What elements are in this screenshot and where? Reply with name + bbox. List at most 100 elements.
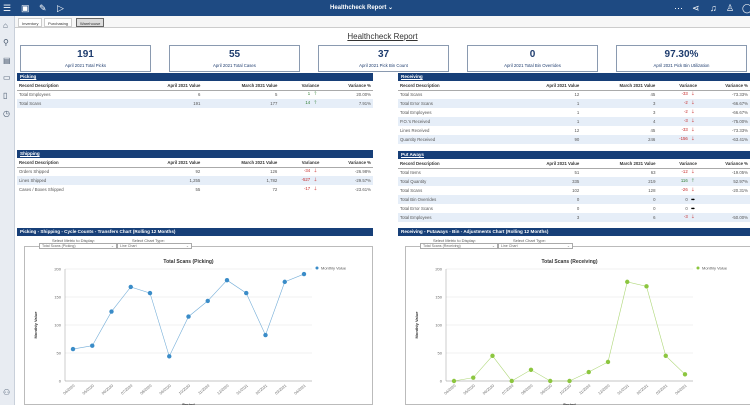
- data-point: [663, 353, 668, 358]
- table-row: Total Items 51 63 -12 🡓 -19.05%: [398, 168, 750, 177]
- march-value: 6: [581, 213, 658, 222]
- run-icon[interactable]: ▷: [57, 3, 64, 13]
- april-value: 12: [574, 92, 580, 98]
- kpi-value: 191: [77, 49, 94, 60]
- data-point: [528, 367, 534, 372]
- data-point: [548, 378, 553, 384]
- folder-icon[interactable]: ▭: [3, 73, 11, 82]
- table-row: P.O.'s Received 1 4 -3 🡓 -75.00%: [398, 117, 750, 126]
- x-tick-label: 02/2021: [636, 384, 649, 396]
- section-picking: Picking Record Description April 2021 Valu…: [17, 73, 373, 108]
- april-value: 191: [130, 99, 203, 108]
- variance: -33 🡓: [657, 90, 699, 99]
- more-icon[interactable]: ⋯: [674, 3, 683, 13]
- record-description: P.O.'s Received: [398, 117, 511, 126]
- y-axis-label: Monthly Value: [414, 311, 419, 339]
- record-description: Total Employees: [398, 213, 511, 222]
- march-value: 219: [581, 177, 658, 186]
- share-icon[interactable]: ⋖: [692, 3, 700, 13]
- chevron-down-icon: ⌄: [110, 244, 114, 248]
- users-icon[interactable]: ⚇: [3, 388, 11, 397]
- tab-warehouse[interactable]: Warehouse: [76, 18, 105, 27]
- metric-label: Select Metric to Display:: [52, 238, 95, 243]
- chart-type-select[interactable]: Line Chart ⌄: [498, 243, 573, 249]
- variance-value: 116: [680, 177, 688, 183]
- trend-up-icon: 🡑: [691, 177, 695, 184]
- picking-table: Record Description April 2021 Value March …: [17, 81, 373, 108]
- y-tick-label: 200: [435, 267, 442, 272]
- table-row: Total Error Scans 0 0 0 ⬌: [398, 204, 750, 213]
- x-tick-label: 05/2020: [463, 384, 476, 396]
- bell-icon[interactable]: ♫: [710, 3, 717, 13]
- x-tick-label: 09/2020: [159, 384, 172, 396]
- variance: -17 🡓: [279, 185, 321, 194]
- home-icon[interactable]: ⌂: [3, 21, 8, 30]
- kpi-value: 55: [228, 49, 241, 60]
- menu-logo-icon[interactable]: ☰: [3, 3, 12, 13]
- clock-icon[interactable]: ◷: [3, 109, 10, 118]
- x-tick-label: 10/2020: [178, 384, 191, 396]
- x-tick-label: 11/2020: [579, 384, 592, 396]
- data-point: [186, 314, 191, 319]
- help-icon[interactable]: ◯: [742, 3, 750, 13]
- y-tick-label: 50: [57, 351, 62, 356]
- document-icon[interactable]: ▯: [3, 91, 8, 100]
- record-description: Total Bin Overrides: [398, 195, 511, 204]
- x-tick-label: 04/2020: [63, 384, 76, 396]
- trend-flat-icon: ⬌: [690, 196, 696, 203]
- variance-value: -33: [681, 126, 688, 132]
- tab-inventory[interactable]: Inventory: [18, 18, 43, 27]
- app-title[interactable]: Healthcheck Report ⌄: [330, 5, 394, 11]
- april-value: 0: [576, 206, 580, 211]
- variance-value: -156: [679, 135, 688, 141]
- variance-percent: [699, 204, 750, 213]
- column-header: March 2021 Value: [581, 81, 658, 91]
- column-header: April 2021 Value: [130, 158, 203, 168]
- metric-select[interactable]: Total Scans (Receiving) ⌄: [420, 243, 498, 249]
- record-description: Total Scans: [400, 188, 423, 193]
- data-point: [509, 378, 514, 384]
- april-value: 1: [510, 99, 582, 108]
- x-tick-label: 12/2020: [217, 384, 230, 396]
- april-value: 6: [197, 92, 201, 98]
- variance: -26 🡓: [657, 186, 698, 195]
- march-value: 4: [581, 117, 658, 126]
- save-icon[interactable]: ▣: [21, 3, 30, 13]
- variance-value: -12: [681, 168, 688, 174]
- section-header: Picking: [17, 73, 373, 81]
- trend-up-icon: 🡑: [314, 90, 317, 97]
- variance-percent: 52.97%: [698, 177, 750, 186]
- table-row: Total Employees 3 6 -3 🡓 -50.00%: [398, 213, 750, 222]
- x-tick-label: 05/2020: [82, 384, 95, 396]
- variance: -527 🡓: [279, 176, 322, 185]
- variance: 1 🡑: [279, 90, 321, 99]
- variance-value: -17: [303, 185, 311, 191]
- edit-icon[interactable]: ✎: [39, 3, 47, 13]
- x-tick-label: 10/2020: [559, 384, 572, 396]
- user-icon[interactable]: ♙: [726, 3, 735, 13]
- data-point: [605, 359, 611, 365]
- series-line: [453, 281, 686, 382]
- tab-purchasing[interactable]: Purchasing: [44, 18, 73, 27]
- variance-value: 1: [307, 90, 311, 96]
- chart-type-select[interactable]: Line Chart ⌄: [117, 243, 192, 249]
- chart-frame: [405, 246, 750, 405]
- data-point: [167, 354, 172, 359]
- april-value: 1: [576, 110, 580, 115]
- kpi-card: 97.30% April 2021 Pick Bin Utilization: [616, 45, 747, 72]
- march-value: 177: [202, 99, 280, 108]
- april-value: 335: [510, 177, 582, 186]
- kpi-card: 37 April 2021 Pick Bin Count: [318, 45, 449, 72]
- record-description: Total Error Scans: [400, 206, 433, 211]
- y-tick-label: 0: [59, 379, 62, 384]
- kpi-label: April 2021 Total Cases: [213, 63, 256, 68]
- variance: -33 🡓: [657, 126, 699, 135]
- column-header: March 2021 Value: [581, 159, 658, 169]
- x-tick-label: 07/2020: [501, 384, 514, 396]
- search-icon[interactable]: ⚲: [3, 38, 9, 47]
- reports-icon[interactable]: ▤: [3, 56, 11, 65]
- variance: -12 🡓: [657, 168, 698, 177]
- metric-select[interactable]: Total Scans (Picking) ⌄: [39, 243, 117, 249]
- chevron-down-icon: ⌄: [566, 244, 570, 248]
- variance: 116 🡑: [657, 177, 699, 186]
